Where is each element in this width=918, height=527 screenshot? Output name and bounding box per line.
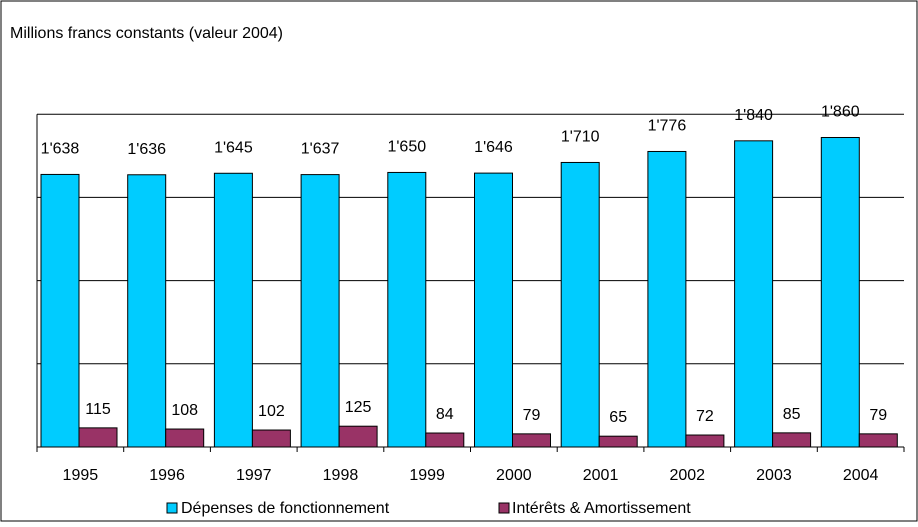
legend-label-interets: Intérêts & Amortissement xyxy=(512,500,691,517)
bar-depenses-2003 xyxy=(734,140,774,448)
bar-interets-2004 xyxy=(858,433,898,448)
legend-swatch-interets xyxy=(498,502,510,514)
x-tick-label-2002: 2002 xyxy=(669,467,705,484)
data-label-depenses-2002: 1'776 xyxy=(648,117,687,134)
x-tick-label-2000: 2000 xyxy=(496,467,532,484)
x-tick-label-2003: 2003 xyxy=(756,467,792,484)
data-label-depenses-2000: 1'646 xyxy=(474,139,513,156)
bar-depenses-1995 xyxy=(40,173,80,448)
x-axis-ticks: 1995 1996 1997 1998 1999 2000 2001 2002 2003 2004 xyxy=(36,447,905,484)
data-label-interets-1996: 108 xyxy=(171,402,198,419)
bar-depenses-1999 xyxy=(387,171,427,448)
data-label-interets-2003: 85 xyxy=(783,406,801,423)
data-label-interets-2000: 79 xyxy=(523,407,541,424)
data-label-depenses-2003: 1'840 xyxy=(734,107,773,124)
data-label-depenses-2001: 1'710 xyxy=(561,128,600,145)
data-label-interets-1995: 115 xyxy=(85,401,111,418)
bar-depenses-1996 xyxy=(127,174,167,448)
bar-depenses-2001 xyxy=(560,161,600,448)
bar-depenses-1997 xyxy=(213,172,253,448)
legend-swatch-depenses xyxy=(166,502,178,514)
bar-interets-2001 xyxy=(598,435,638,448)
bar-interets-2003 xyxy=(772,432,812,448)
data-label-depenses-2004: 1'860 xyxy=(821,103,860,120)
bar-interets-2002 xyxy=(685,434,725,448)
data-label-depenses-1998: 1'637 xyxy=(301,141,340,158)
bar-interets-1995 xyxy=(78,427,118,448)
data-label-interets-2001: 65 xyxy=(609,409,627,426)
legend-label-depenses: Dépenses de fonctionnement xyxy=(181,500,390,517)
bar-interets-1996 xyxy=(165,428,205,448)
bar-interets-2000 xyxy=(512,433,551,448)
data-label-interets-1997: 102 xyxy=(258,403,285,420)
bar-depenses-1998 xyxy=(300,174,340,448)
x-tick-label-1997: 1997 xyxy=(236,467,272,484)
bars xyxy=(40,136,898,448)
x-tick-label-1996: 1996 xyxy=(149,467,185,484)
bar-depenses-2002 xyxy=(647,150,687,448)
bar-interets-1999 xyxy=(425,432,465,448)
x-tick-label-1999: 1999 xyxy=(409,467,445,484)
bar-interets-1997 xyxy=(251,429,291,448)
legend: Dépenses de fonctionnement Intérêts & Am… xyxy=(166,500,691,517)
data-label-depenses-1996: 1'636 xyxy=(127,141,166,158)
data-label-interets-2004: 79 xyxy=(869,407,887,424)
data-label-depenses-1997: 1'645 xyxy=(214,139,253,156)
data-label-interets-1999: 84 xyxy=(436,406,454,423)
unit-label: Millions francs constants (valeur 2004) xyxy=(10,25,283,42)
x-tick-label-2004: 2004 xyxy=(843,467,879,484)
data-label-interets-2002: 72 xyxy=(696,408,714,425)
data-labels: 1'638 115 1'636 108 1'645 102 1'637 125 1'650 84 1… xyxy=(41,103,888,426)
x-tick-label-2001: 2001 xyxy=(583,467,619,484)
data-label-depenses-1999: 1'650 xyxy=(387,138,426,155)
bar-depenses-2000 xyxy=(474,172,513,448)
bar-depenses-2004 xyxy=(820,136,860,448)
bar-interets-1998 xyxy=(338,425,378,448)
x-tick-label-1998: 1998 xyxy=(323,467,359,484)
data-label-interets-1998: 125 xyxy=(345,399,372,416)
data-label-depenses-1995: 1'638 xyxy=(41,140,80,157)
x-tick-label-1995: 1995 xyxy=(63,467,99,484)
